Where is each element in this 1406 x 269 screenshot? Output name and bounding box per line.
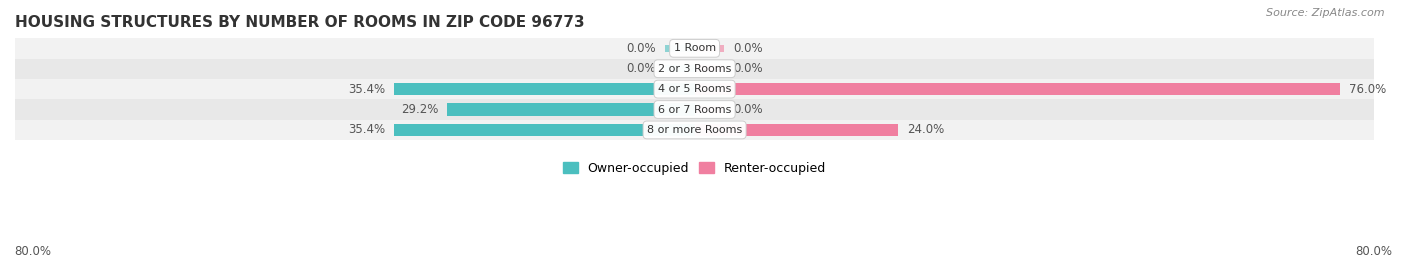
Legend: Owner-occupied, Renter-occupied: Owner-occupied, Renter-occupied [558, 157, 831, 180]
Text: 76.0%: 76.0% [1348, 83, 1386, 95]
Bar [15, 79, 1374, 99]
Text: 80.0%: 80.0% [1355, 245, 1392, 258]
Bar [695, 65, 724, 72]
Text: 24.0%: 24.0% [907, 123, 945, 136]
Text: Source: ZipAtlas.com: Source: ZipAtlas.com [1267, 8, 1385, 18]
Bar [15, 99, 1374, 120]
Bar [695, 106, 724, 113]
Text: 0.0%: 0.0% [733, 62, 762, 75]
Bar [394, 124, 695, 136]
Text: 0.0%: 0.0% [627, 42, 657, 55]
Bar [665, 45, 695, 52]
Text: HOUSING STRUCTURES BY NUMBER OF ROOMS IN ZIP CODE 96773: HOUSING STRUCTURES BY NUMBER OF ROOMS IN… [15, 15, 585, 30]
Bar [695, 124, 898, 136]
Text: 29.2%: 29.2% [401, 103, 439, 116]
Text: 0.0%: 0.0% [733, 103, 762, 116]
Bar [665, 65, 695, 72]
Text: 1 Room: 1 Room [673, 43, 716, 53]
Bar [447, 103, 695, 116]
Text: 80.0%: 80.0% [14, 245, 51, 258]
Text: 2 or 3 Rooms: 2 or 3 Rooms [658, 64, 731, 74]
Text: 35.4%: 35.4% [349, 83, 385, 95]
Bar [394, 83, 695, 95]
Text: 0.0%: 0.0% [733, 42, 762, 55]
Bar [15, 38, 1374, 59]
Bar [695, 45, 724, 52]
Bar [15, 59, 1374, 79]
Text: 6 or 7 Rooms: 6 or 7 Rooms [658, 105, 731, 115]
Text: 4 or 5 Rooms: 4 or 5 Rooms [658, 84, 731, 94]
Bar [695, 83, 1340, 95]
Text: 35.4%: 35.4% [349, 123, 385, 136]
Bar [15, 120, 1374, 140]
Text: 8 or more Rooms: 8 or more Rooms [647, 125, 742, 135]
Text: 0.0%: 0.0% [627, 62, 657, 75]
